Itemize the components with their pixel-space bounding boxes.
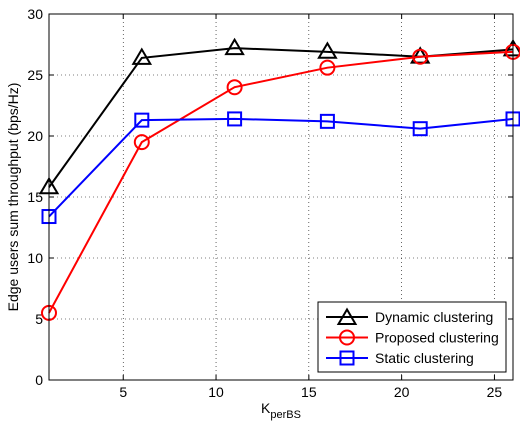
series-layer [38, 37, 520, 321]
data-point [227, 111, 243, 127]
legend-marker [336, 307, 358, 325]
x-tick-label: 10 [208, 384, 224, 400]
legend-marker [339, 350, 355, 366]
data-point [412, 121, 428, 137]
y-tick-label: 10 [27, 250, 43, 266]
legend-label: Proposed clustering [375, 330, 499, 346]
y-tick-label: 20 [27, 128, 43, 144]
x-axis-label-main: K [261, 400, 271, 416]
data-point [133, 134, 150, 151]
data-point [319, 59, 336, 76]
x-tick-label: 20 [394, 384, 410, 400]
y-tick-label: 25 [27, 67, 43, 83]
data-point [134, 112, 150, 128]
x-tick-label: 25 [487, 384, 503, 400]
axis-ticks: 5 10 15 20 25 0 5 10 15 20 25 30 [27, 6, 513, 400]
y-tick-label: 0 [35, 372, 43, 388]
plot-frame [48, 13, 514, 381]
series-line [48, 117, 514, 218]
data-point [317, 41, 338, 59]
data-point [409, 46, 431, 64]
legend-marker [339, 329, 355, 346]
data-point [319, 113, 335, 129]
y-tick-label: 5 [35, 311, 43, 327]
y-tick-label: 30 [27, 6, 43, 22]
series-line [48, 50, 514, 314]
data-point [131, 47, 153, 65]
legend-label: Dynamic clustering [375, 309, 493, 325]
y-axis-label: Edge users sum throughput (bps/Hz) [5, 83, 21, 312]
data-point [412, 48, 429, 65]
y-tick-label: 15 [27, 189, 43, 205]
data-point [224, 37, 245, 56]
legend: Dynamic clustering Proposed clustering Sta… [317, 301, 507, 373]
x-axis-label: KperBS [261, 400, 301, 421]
data-point [226, 79, 243, 96]
legend-label: Static clustering [375, 350, 474, 366]
x-tick-label: 15 [301, 384, 317, 400]
x-axis-label-subscript: perBS [270, 409, 301, 421]
x-tick-label: 5 [119, 384, 127, 400]
